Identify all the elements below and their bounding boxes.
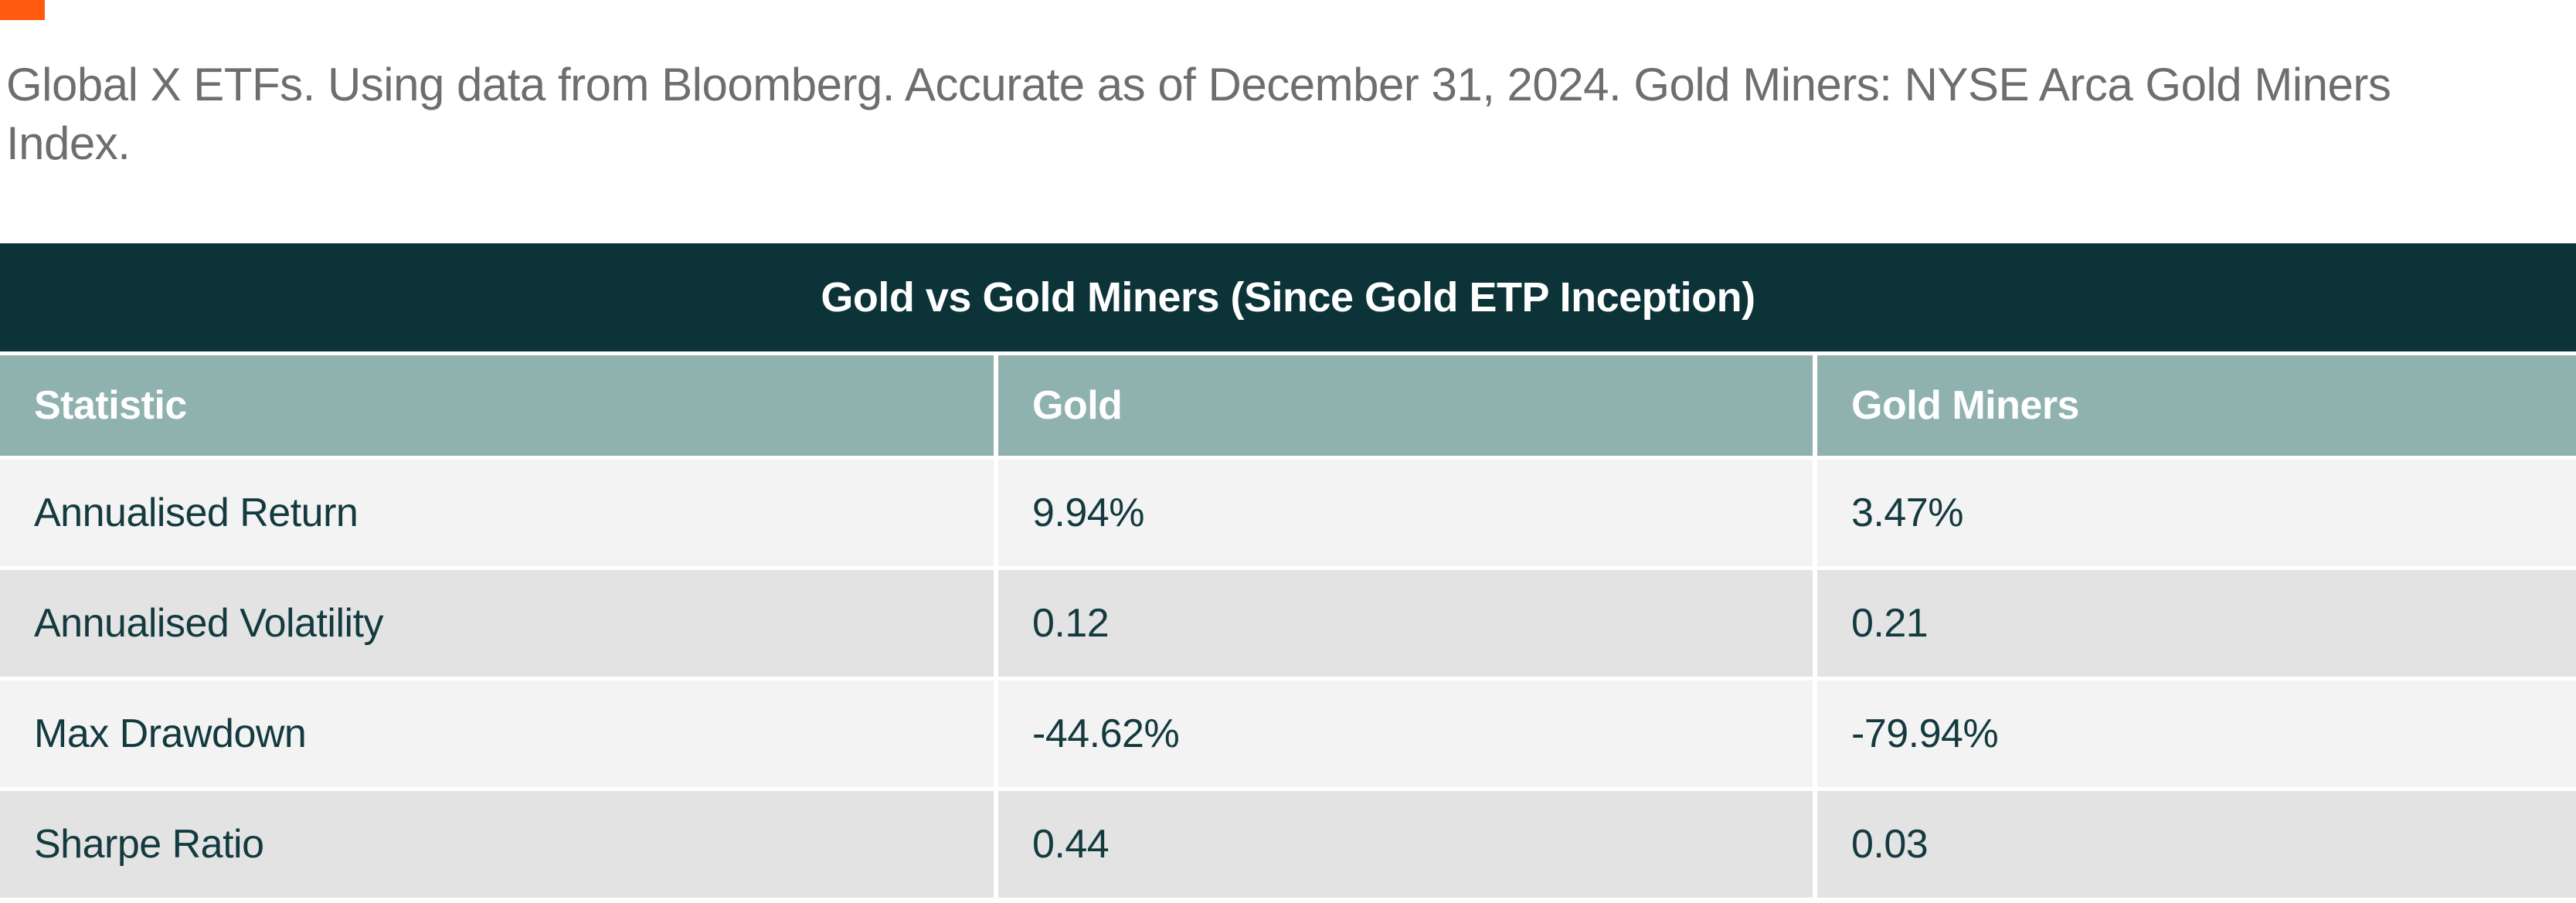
cell-gold-value: -44.62% [998, 681, 1813, 787]
table-title: Gold vs Gold Miners (Since Gold ETP Ince… [821, 274, 1755, 321]
cell-statistic: Annualised Return [0, 460, 994, 566]
cell-gold-value: 9.94% [998, 460, 1813, 566]
cell-gold-value: 0.44 [998, 791, 1813, 898]
cell-gold-miners-value: -79.94% [1817, 681, 2576, 787]
source-note: Global X ETFs. Using data from Bloomberg… [6, 59, 2391, 169]
table-header-row: Statistic Gold Gold Miners [0, 355, 2576, 456]
cell-gold-miners-value: 0.21 [1817, 570, 2576, 677]
brand-mark-square [0, 0, 45, 20]
column-header-statistic: Statistic [0, 355, 994, 456]
table-row-sharpe-ratio: Sharpe Ratio 0.44 0.03 [0, 791, 2576, 898]
column-header-gold-miners: Gold Miners [1817, 355, 2576, 456]
table-row-annualised-return: Annualised Return 9.94% 3.47% [0, 460, 2576, 566]
cell-statistic: Sharpe Ratio [0, 791, 994, 898]
cell-gold-value: 0.12 [998, 570, 1813, 677]
cell-gold-miners-value: 3.47% [1817, 460, 2576, 566]
gold-vs-gold-miners-table: Gold vs Gold Miners (Since Gold ETP Ince… [0, 243, 2576, 898]
table-row-max-drawdown: Max Drawdown -44.62% -79.94% [0, 681, 2576, 787]
cell-statistic: Annualised Volatility [0, 570, 994, 677]
cell-statistic: Max Drawdown [0, 681, 994, 787]
table-row-annualised-volatility: Annualised Volatility 0.12 0.21 [0, 570, 2576, 677]
table-title-banner: Gold vs Gold Miners (Since Gold ETP Ince… [0, 243, 2576, 351]
cell-gold-miners-value: 0.03 [1817, 791, 2576, 898]
column-header-gold: Gold [998, 355, 1813, 456]
